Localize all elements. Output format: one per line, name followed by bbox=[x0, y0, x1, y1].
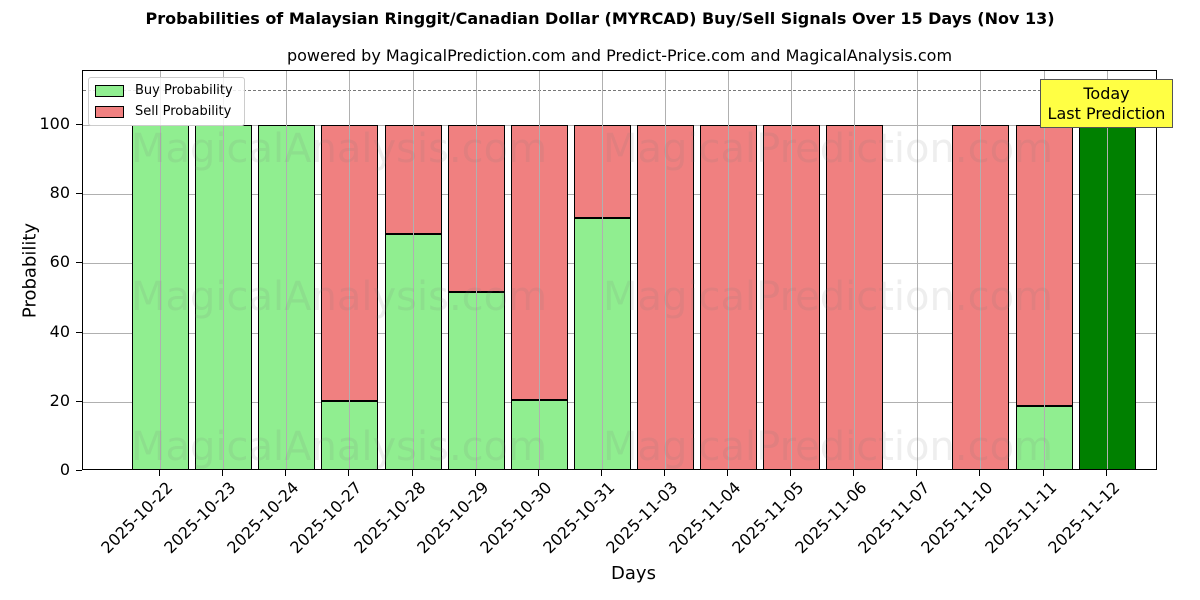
x-tick bbox=[1106, 470, 1107, 476]
today-annotation: Today Last Prediction bbox=[1040, 79, 1173, 128]
y-tick-label: 60 bbox=[49, 252, 70, 272]
grid-line-v bbox=[665, 71, 666, 469]
y-tick-label: 80 bbox=[49, 183, 70, 203]
x-axis-title: Days bbox=[611, 563, 656, 584]
x-tick bbox=[727, 470, 728, 476]
x-tick bbox=[1043, 470, 1044, 476]
x-tick bbox=[664, 470, 665, 476]
chart-subtitle: powered by MagicalPrediction.com and Pre… bbox=[286, 46, 953, 65]
y-tick bbox=[76, 262, 82, 264]
buy-swatch-icon bbox=[95, 84, 124, 97]
chart-title: Probabilities of Malaysian Ringgit/Canad… bbox=[145, 9, 1055, 28]
legend-item-sell: Sell Probability bbox=[95, 104, 231, 119]
y-tick-label: 20 bbox=[49, 390, 70, 410]
reference-line bbox=[83, 90, 1156, 92]
grid-line-v bbox=[223, 71, 224, 469]
grid-line-v bbox=[917, 71, 918, 469]
x-tick bbox=[916, 470, 917, 476]
x-tick bbox=[538, 470, 539, 476]
grid-line-v bbox=[539, 71, 540, 469]
x-tick bbox=[222, 470, 223, 476]
x-tick bbox=[790, 470, 791, 476]
grid-line-v bbox=[728, 71, 729, 469]
y-tick bbox=[76, 470, 82, 471]
grid-line-v bbox=[602, 71, 603, 469]
y-tick bbox=[76, 193, 82, 195]
annotation-line2: Last Prediction bbox=[1047, 104, 1166, 123]
x-tick bbox=[159, 470, 160, 476]
x-tick bbox=[285, 470, 286, 476]
y-axis-title: Probability bbox=[19, 222, 41, 319]
grid-line-v bbox=[349, 71, 350, 469]
grid-line-v bbox=[1044, 71, 1045, 469]
grid-line-v bbox=[791, 71, 792, 469]
grid-line-v bbox=[286, 71, 287, 469]
y-tick-label: 100 bbox=[39, 114, 70, 133]
y-tick bbox=[76, 331, 82, 333]
legend-item-buy: Buy Probability bbox=[95, 83, 233, 98]
x-tick bbox=[979, 470, 980, 476]
x-tick bbox=[853, 470, 854, 476]
grid-line-v bbox=[854, 71, 855, 469]
x-tick bbox=[412, 470, 413, 476]
grid-line-v bbox=[1107, 71, 1108, 469]
legend: Buy Probability Sell Probability bbox=[88, 77, 245, 126]
grid-line-v bbox=[980, 71, 981, 469]
x-tick bbox=[601, 470, 602, 476]
x-tick bbox=[348, 470, 349, 476]
legend-buy-label: Buy Probability bbox=[135, 83, 233, 98]
y-tick bbox=[76, 124, 82, 125]
annotation-line1: Today bbox=[1083, 84, 1130, 103]
grid-line-v bbox=[160, 71, 161, 469]
y-tick bbox=[76, 400, 82, 402]
x-tick bbox=[475, 470, 476, 476]
legend-sell-label: Sell Probability bbox=[135, 104, 232, 119]
sell-swatch-icon bbox=[95, 105, 124, 118]
grid-line-v bbox=[413, 71, 414, 469]
y-tick-label: 40 bbox=[49, 321, 70, 341]
plot-area: MagicalAnalysis.comMagicalPrediction.com… bbox=[82, 70, 1157, 470]
y-tick-label: 0 bbox=[59, 460, 70, 479]
grid-line-v bbox=[476, 71, 477, 469]
